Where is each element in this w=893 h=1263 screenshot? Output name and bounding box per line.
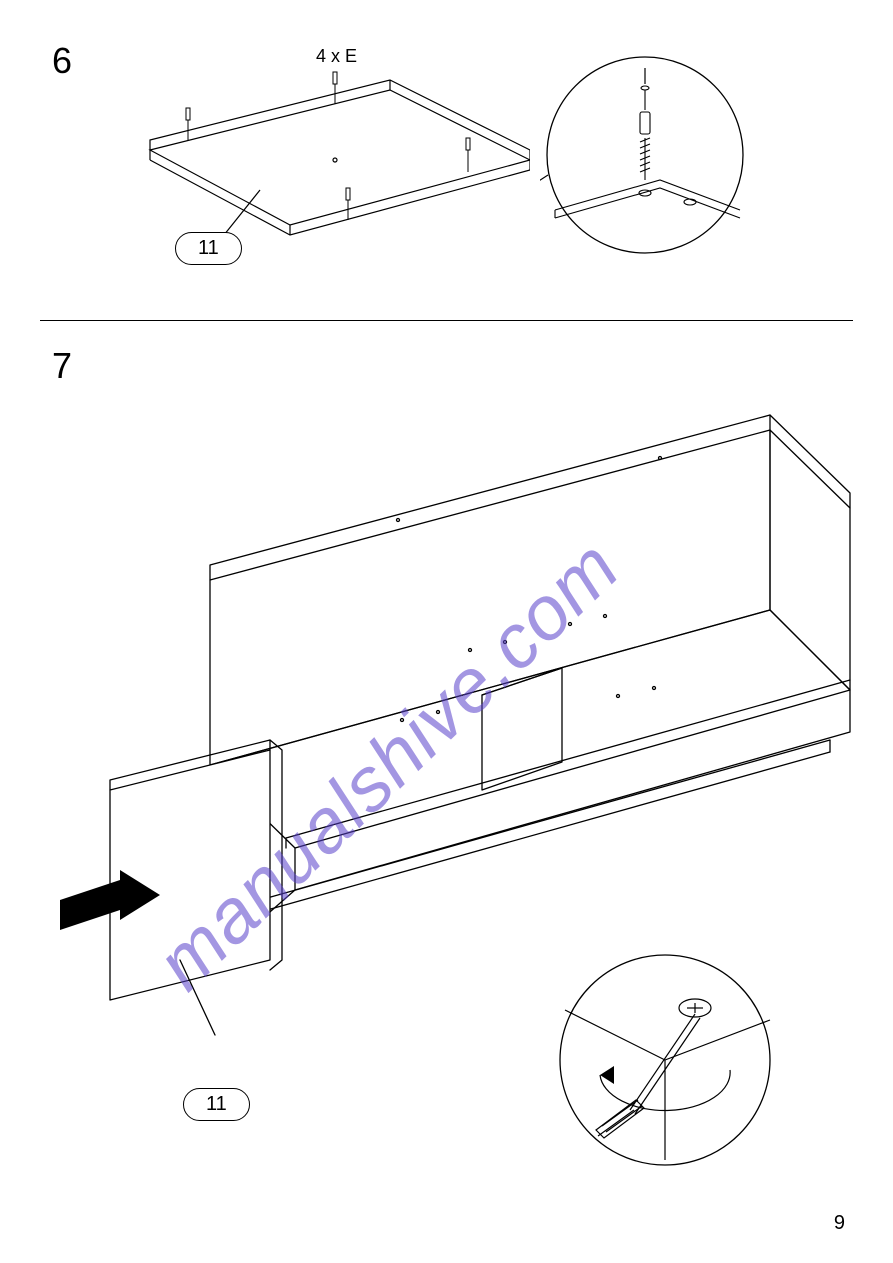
part-badge-11-top: 11 [175,232,242,265]
page-number: 9 [834,1212,845,1235]
assembly-page: 6 4 x E [0,0,893,1263]
detail-circle-dowel [540,50,750,260]
detail-circle-camlock [540,950,790,1180]
part-badge-11-bottom: 11 [183,1088,250,1121]
step-number-7: 7 [52,345,72,387]
step-number-6: 6 [52,40,72,82]
section-divider [40,320,853,321]
diagram-top-panel [110,60,530,280]
diagram-cabinet-body [50,400,860,1040]
